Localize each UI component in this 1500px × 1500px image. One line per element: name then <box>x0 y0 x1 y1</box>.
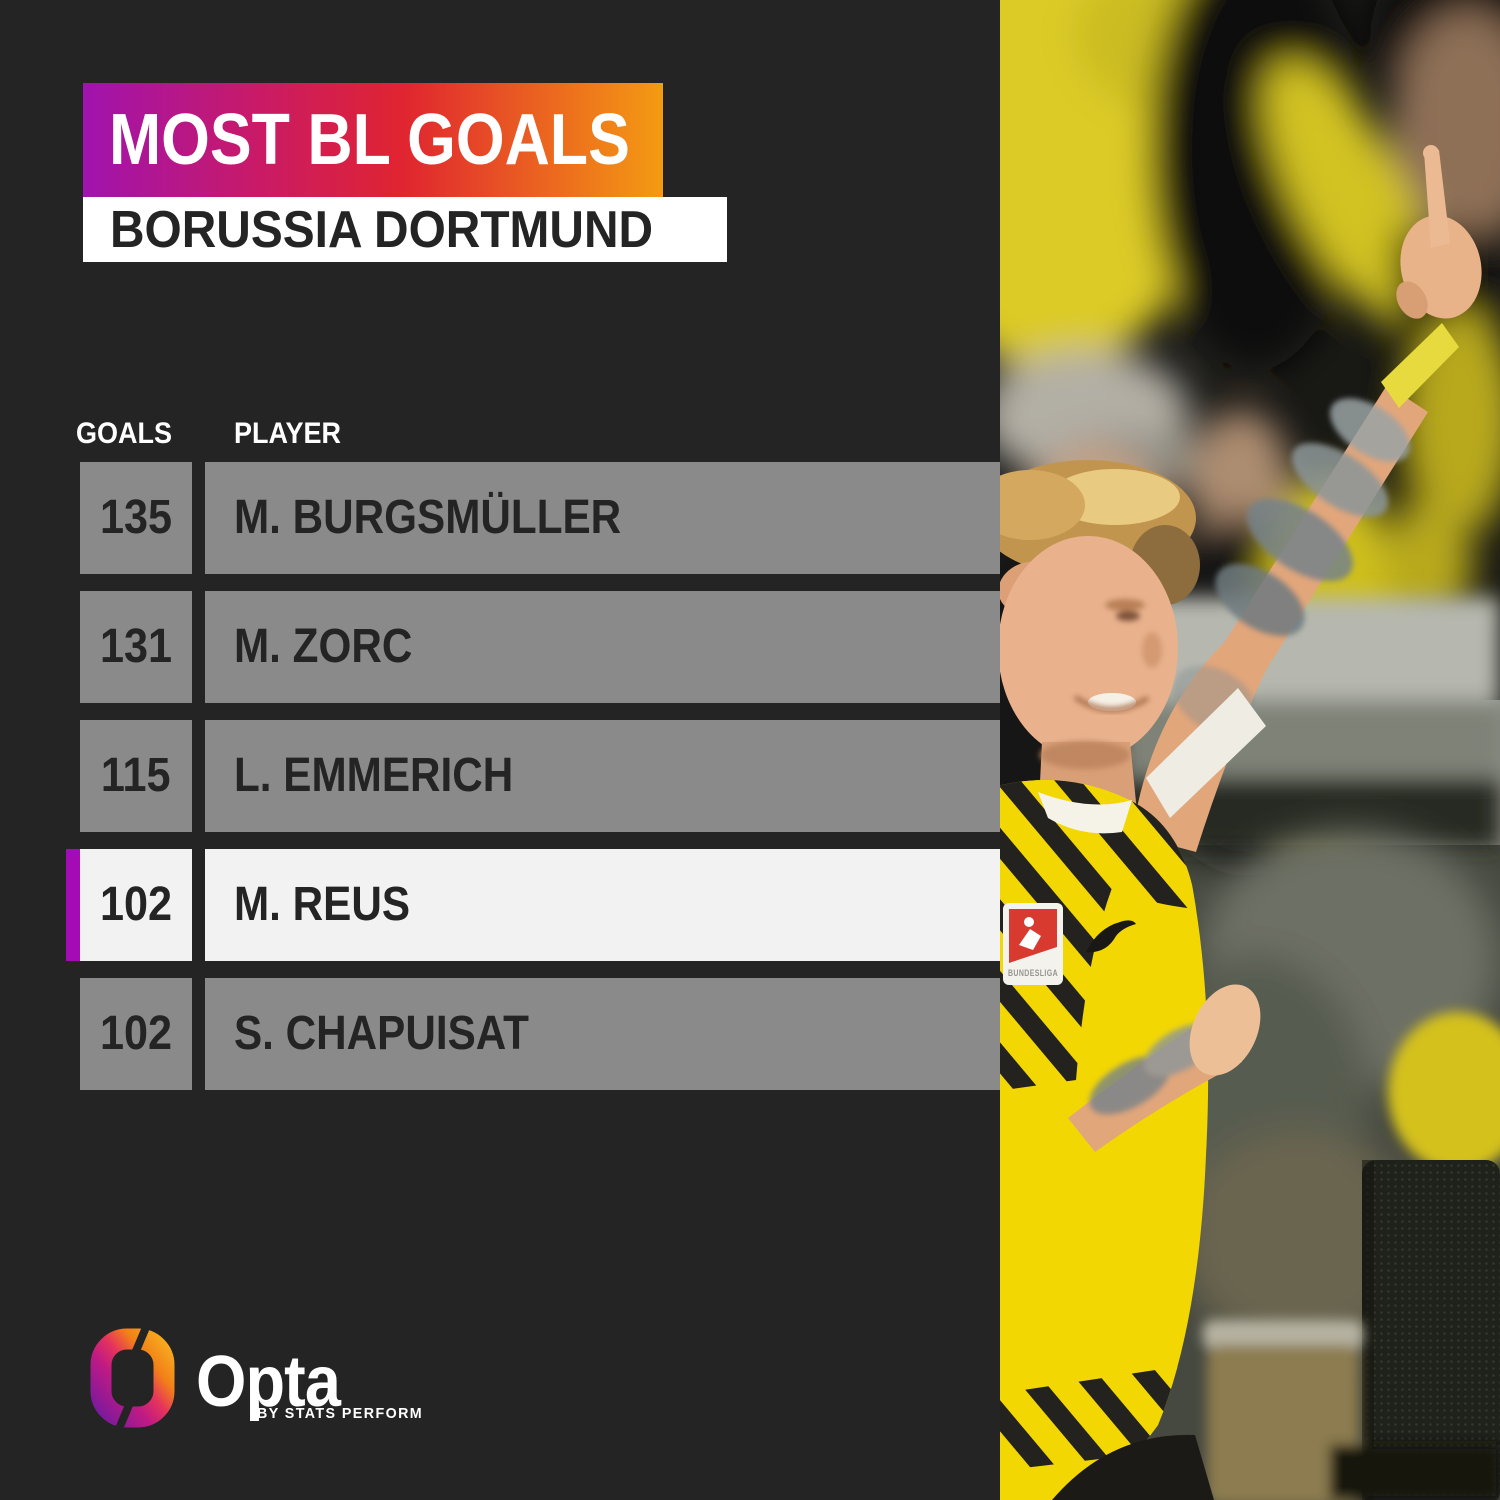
player-cell: L. EMMERICH <box>205 720 1000 832</box>
player-name: M. BURGSMÜLLER <box>234 491 622 544</box>
hand-on-chest <box>1189 984 1261 1076</box>
row-accent-bar <box>66 462 80 574</box>
table-row: 115 L. EMMERICH <box>66 720 1000 832</box>
puma-logo-icon <box>1086 920 1136 953</box>
table-row-highlighted: 102 M. REUS <box>66 849 1000 961</box>
patch-label: BUNDESLIGA <box>1008 968 1058 978</box>
speaker-box <box>1362 1160 1500 1500</box>
player-head <box>1000 460 1200 822</box>
player-name: M. ZORC <box>234 620 413 673</box>
pointing-hand <box>1396 145 1482 319</box>
goals-value: 131 <box>99 620 173 673</box>
goals-value: 102 <box>99 878 173 931</box>
table-row: 131 M. ZORC <box>66 591 1000 703</box>
stadium-seat <box>1203 1320 1500 1500</box>
player-photo: BUNDESLIGA <box>1000 0 1500 1500</box>
captain-armband <box>1146 688 1266 818</box>
player-figure: BUNDESLIGA <box>1000 145 1482 1500</box>
page-title: MOST BL GOALS <box>109 100 630 180</box>
player-name: M. REUS <box>234 878 411 931</box>
yellow-blur-blob <box>1388 1012 1500 1172</box>
shorts <box>1052 1434 1214 1500</box>
row-accent-bar <box>66 720 80 832</box>
goals-value: 135 <box>99 491 173 544</box>
collar <box>1038 792 1132 834</box>
subtitle-banner: BORUSSIA DORTMUND <box>83 197 727 262</box>
player-cell: M. REUS <box>205 849 1000 961</box>
goals-cell: 102 <box>80 849 192 961</box>
goals-value: 115 <box>101 749 171 802</box>
row-accent-bar <box>66 978 80 1090</box>
row-accent-bar <box>66 591 80 703</box>
goals-cell: 135 <box>80 462 192 574</box>
goals-cell: 102 <box>80 978 192 1090</box>
crossed-forearm <box>1068 984 1261 1152</box>
yellow-wristband <box>1381 323 1459 408</box>
bundesliga-patch: BUNDESLIGA <box>1003 903 1063 985</box>
goals-cell: 115 <box>80 720 192 832</box>
title-banner: MOST BL GOALS <box>83 83 663 197</box>
page-subtitle: BORUSSIA DORTMUND <box>110 200 654 259</box>
goals-value: 102 <box>99 1007 173 1060</box>
opta-logo-icon <box>90 1323 175 1433</box>
column-header-goals: GOALS <box>76 417 173 450</box>
player-name: S. CHAPUISAT <box>234 1007 529 1060</box>
tattoo-sleeve <box>1173 398 1410 735</box>
raised-arm <box>1132 145 1482 852</box>
column-header-player: PLAYER <box>234 417 342 450</box>
smile <box>1073 694 1150 713</box>
table-row: 135 M. BURGSMÜLLER <box>66 462 1000 574</box>
player-cell: M. BURGSMÜLLER <box>205 462 1000 574</box>
opta-wordmark: Opta <box>196 1342 341 1422</box>
table-row: 102 S. CHAPUISAT <box>66 978 1000 1090</box>
opta-byline: BY STATS PERFORM <box>257 1405 424 1422</box>
row-accent-bar <box>66 849 80 961</box>
player-cell: M. ZORC <box>205 591 1000 703</box>
goals-cell: 131 <box>80 591 192 703</box>
player-cell: S. CHAPUISAT <box>205 978 1000 1090</box>
player-name: L. EMMERICH <box>234 749 514 802</box>
